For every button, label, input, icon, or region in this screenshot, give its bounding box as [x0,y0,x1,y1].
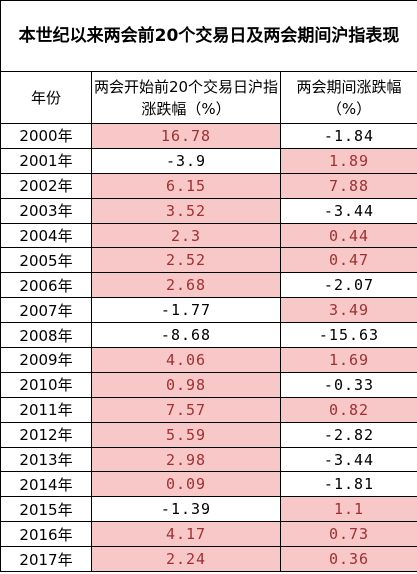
value-cell: 6.15 [91,172,281,199]
value-cell: 3.49 [280,297,417,324]
value-cell: 2.68 [91,272,281,299]
data-row: 2014年 0.09 -1.81 [0,471,417,498]
value-cell: -1.77 [91,297,281,324]
data-row: 2013年 2.98 -3.44 [0,446,417,473]
value-cell: 7.88 [280,172,417,199]
header-cell: 两会开始前20个交易日沪指涨跌幅（%） [91,71,281,124]
year-cell: 2002年 [0,172,92,199]
header-cell: 两会期间涨跌幅（%） [280,71,417,124]
value-cell: 0.47 [280,247,417,274]
value-cell: -8.68 [91,322,281,349]
value-cell: -3.44 [280,446,417,473]
data-row: 2003年 3.52 -3.44 [0,197,417,224]
year-cell: 2000年 [0,123,92,149]
value-cell: 0.09 [91,471,281,498]
year-cell: 2010年 [0,371,92,398]
value-cell: 2.24 [91,546,281,573]
value-cell: -1.81 [280,471,417,498]
value-cell: 4.06 [91,347,281,373]
data-row: 2015年 -1.39 1.1 [0,496,417,523]
value-cell: 1.89 [280,147,417,174]
data-row: 2010年 0.98 -0.33 [0,371,417,398]
year-cell: 2007年 [0,297,92,324]
value-cell: 0.73 [280,521,417,548]
value-cell: -1.39 [91,496,281,523]
data-row: 2017年 2.24 0.36 [0,546,417,573]
value-cell: -3.44 [280,197,417,224]
value-cell: 0.44 [280,222,417,249]
data-row: 2012年 5.59 -2.82 [0,421,417,448]
value-cell: 1.69 [280,347,417,373]
data-row: 2005年 2.52 0.47 [0,247,417,274]
value-cell: -1.84 [280,123,417,149]
value-cell: 2.52 [91,247,281,274]
value-cell: 2.98 [91,446,281,473]
year-cell: 2014年 [0,471,92,498]
value-cell: 16.78 [91,123,281,149]
data-row: 2001年 -3.9 1.89 [0,147,417,174]
year-cell: 2003年 [0,197,92,224]
year-cell: 2016年 [0,521,92,548]
data-row: 2011年 7.57 0.82 [0,396,417,423]
header-row: 年份 两会开始前20个交易日沪指涨跌幅（%） 两会期间涨跌幅（%） [0,71,417,124]
value-cell: -2.07 [280,272,417,299]
year-cell: 2006年 [0,272,92,299]
value-cell: 5.59 [91,421,281,448]
value-cell: 2.3 [91,222,281,249]
year-cell: 2012年 [0,421,92,448]
year-cell: 2001年 [0,147,92,174]
year-cell: 2017年 [0,546,92,573]
value-cell: 0.36 [280,546,417,573]
value-cell: -2.82 [280,421,417,448]
data-row: 2007年 -1.77 3.49 [0,297,417,324]
table-title: 本世纪以来两会前20个交易日及两会期间沪指表现 [0,0,417,72]
data-row: 2008年 -8.68 -15.63 [0,322,417,349]
value-cell: -15.63 [280,322,417,349]
value-cell: 1.1 [280,496,417,523]
data-row: 2006年 2.68 -2.07 [0,272,417,299]
year-cell: 2013年 [0,446,92,473]
data-row: 2009年 4.06 1.69 [0,347,417,373]
value-cell: 4.17 [91,521,281,548]
year-cell: 2008年 [0,322,92,349]
value-cell: 7.57 [91,396,281,423]
year-cell: 2015年 [0,496,92,523]
value-cell: 0.82 [280,396,417,423]
value-cell: -0.33 [280,371,417,398]
header-cell: 年份 [0,71,92,124]
value-cell: 0.98 [91,371,281,398]
value-cell: 3.52 [91,197,281,224]
data-row: 2002年 6.15 7.88 [0,172,417,199]
year-cell: 2009年 [0,347,92,373]
data-row: 2016年 4.17 0.73 [0,521,417,548]
year-cell: 2004年 [0,222,92,249]
value-cell: -3.9 [91,147,281,174]
year-cell: 2011年 [0,396,92,423]
data-row: 2004年 2.3 0.44 [0,222,417,249]
year-cell: 2005年 [0,247,92,274]
data-row: 2000年 16.78 -1.84 [0,123,417,149]
